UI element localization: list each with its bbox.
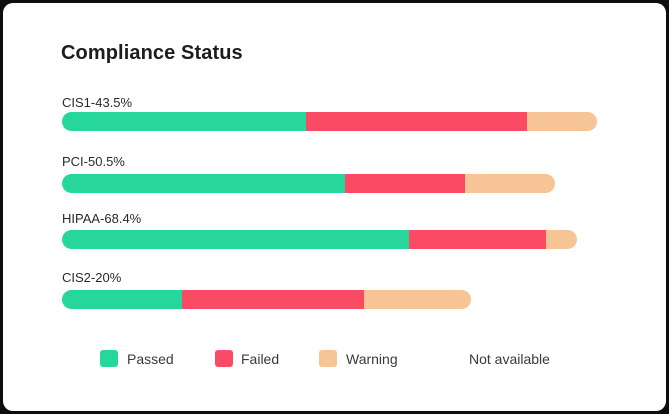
legend-label-failed[interactable]: Failed (241, 351, 280, 367)
compliance-bar-pci[interactable] (62, 174, 555, 193)
bar-segment-passed (62, 230, 410, 249)
compliance-bar-cis1[interactable] (62, 112, 597, 131)
row-label-cis1: CIS1-43.5% (62, 95, 133, 110)
bar-segment-failed (182, 290, 365, 309)
legend-swatch-warning[interactable] (319, 350, 337, 367)
compliance-bar-cis2[interactable] (62, 290, 471, 309)
bar-segment-failed (409, 230, 547, 249)
legend-label-passed[interactable]: Passed (127, 351, 174, 367)
bar-segment-warning (364, 290, 471, 309)
screenshot-frame: Compliance Status CIS1-43.5% PCI-50.5% H… (3, 3, 666, 411)
bar-segment-passed (62, 290, 183, 309)
bar-segment-failed (305, 112, 527, 131)
row-label-hipaa: HIPAA-68.4% (62, 211, 142, 226)
row-label-cis2: CIS2-20% (62, 270, 122, 285)
bar-segment-failed (344, 174, 466, 193)
compliance-status-card: Compliance Status CIS1-43.5% PCI-50.5% H… (3, 3, 666, 411)
bar-segment-passed (62, 174, 345, 193)
bar-segment-passed (62, 112, 306, 131)
row-label-pci: PCI-50.5% (62, 154, 125, 169)
bar-segment-warning (526, 112, 597, 131)
card-title: Compliance Status (61, 42, 243, 64)
legend: Passed Failed Warning Not available (3, 347, 666, 371)
legend-swatch-failed[interactable] (215, 350, 233, 367)
bar-segment-warning (546, 230, 578, 249)
legend-label-warning[interactable]: Warning (346, 351, 398, 367)
legend-swatch-passed[interactable] (100, 350, 118, 367)
legend-label-not-available[interactable]: Not available (469, 351, 550, 367)
bar-segment-warning (465, 174, 555, 193)
compliance-bar-hipaa[interactable] (62, 230, 578, 249)
